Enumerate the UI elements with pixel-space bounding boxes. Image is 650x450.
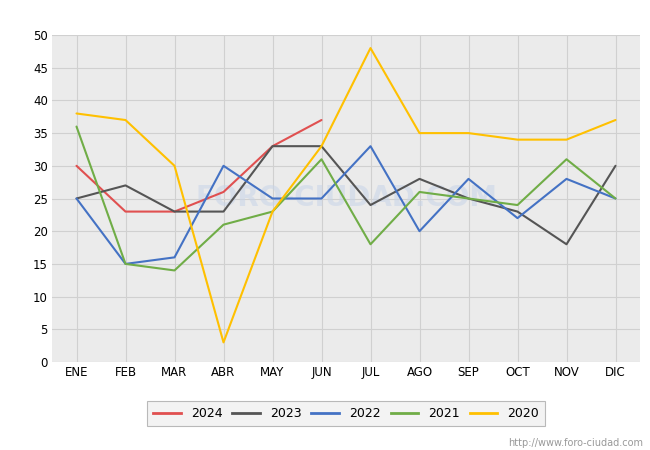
Text: Matriculaciones de Vehiculos en Marín: Matriculaciones de Vehiculos en Marín — [166, 6, 484, 24]
Text: http://www.foro-ciudad.com: http://www.foro-ciudad.com — [508, 438, 644, 448]
Text: FORO-CIUDAD.COM: FORO-CIUDAD.COM — [195, 184, 497, 212]
Legend: 2024, 2023, 2022, 2021, 2020: 2024, 2023, 2022, 2021, 2020 — [147, 401, 545, 427]
